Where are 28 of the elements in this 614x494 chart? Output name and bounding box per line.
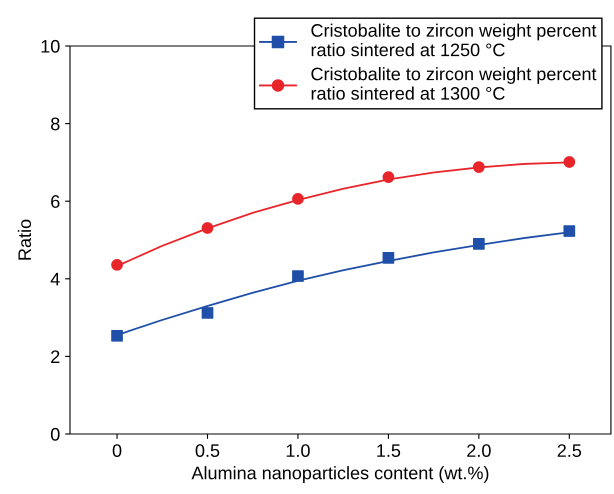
point xyxy=(292,270,304,282)
legend-label: Cristobalite to zircon weight percent ratio sintered at 1250 °C xyxy=(311,24,596,56)
point xyxy=(382,252,394,264)
point xyxy=(111,330,123,342)
y-tick-label: 2 xyxy=(51,350,60,363)
y-axis-title: Ratio xyxy=(18,220,32,260)
y-tick-label: 0 xyxy=(50,428,60,441)
y-tick-label: 4 xyxy=(50,272,60,286)
x-tick-label: 1.0 xyxy=(286,444,310,457)
y-tick-label: 10 xyxy=(42,40,60,53)
x-tick-label: 1.5 xyxy=(377,444,400,457)
point xyxy=(202,222,214,234)
point xyxy=(292,193,304,205)
x-tick-label: 2.5 xyxy=(558,444,582,457)
point xyxy=(563,225,576,237)
x-tick-label: 0.5 xyxy=(196,444,220,457)
point xyxy=(202,307,214,319)
legend-label: Cristobalite to zircon weight percent ratio sintered at 1300 °C xyxy=(311,67,596,100)
y-tick-label: 6 xyxy=(51,195,60,208)
point xyxy=(473,161,485,173)
x-axis-title: Alumina nanoparticles content (wt.%) xyxy=(191,466,488,483)
point xyxy=(473,238,485,250)
point xyxy=(111,258,123,271)
point xyxy=(382,171,394,183)
x-tick-label: 2.0 xyxy=(467,444,491,457)
y-tick-label: 8 xyxy=(51,118,60,130)
x-tick-label: 0 xyxy=(112,444,122,457)
point xyxy=(563,156,576,168)
